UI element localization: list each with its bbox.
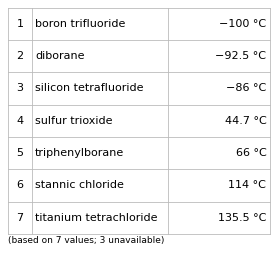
Text: triphenylborane: triphenylborane [35,148,125,158]
Text: −92.5 °C: −92.5 °C [215,51,266,61]
Text: stannic chloride: stannic chloride [35,180,124,190]
Text: 44.7 °C: 44.7 °C [225,116,266,126]
Text: (based on 7 values; 3 unavailable): (based on 7 values; 3 unavailable) [8,236,165,245]
Text: 3: 3 [17,84,24,94]
Text: diborane: diborane [35,51,85,61]
Text: −86 °C: −86 °C [226,84,266,94]
Text: 66 °C: 66 °C [235,148,266,158]
Text: 114 °C: 114 °C [229,180,266,190]
Text: 5: 5 [17,148,24,158]
Text: titanium tetrachloride: titanium tetrachloride [35,213,158,223]
Text: sulfur trioxide: sulfur trioxide [35,116,113,126]
Text: 7: 7 [16,213,24,223]
Text: 2: 2 [16,51,24,61]
Text: 135.5 °C: 135.5 °C [218,213,266,223]
Text: boron trifluoride: boron trifluoride [35,19,126,29]
Text: silicon tetrafluoride: silicon tetrafluoride [35,84,144,94]
Text: 4: 4 [16,116,24,126]
Text: 1: 1 [17,19,24,29]
Text: 6: 6 [17,180,24,190]
Text: −100 °C: −100 °C [219,19,266,29]
